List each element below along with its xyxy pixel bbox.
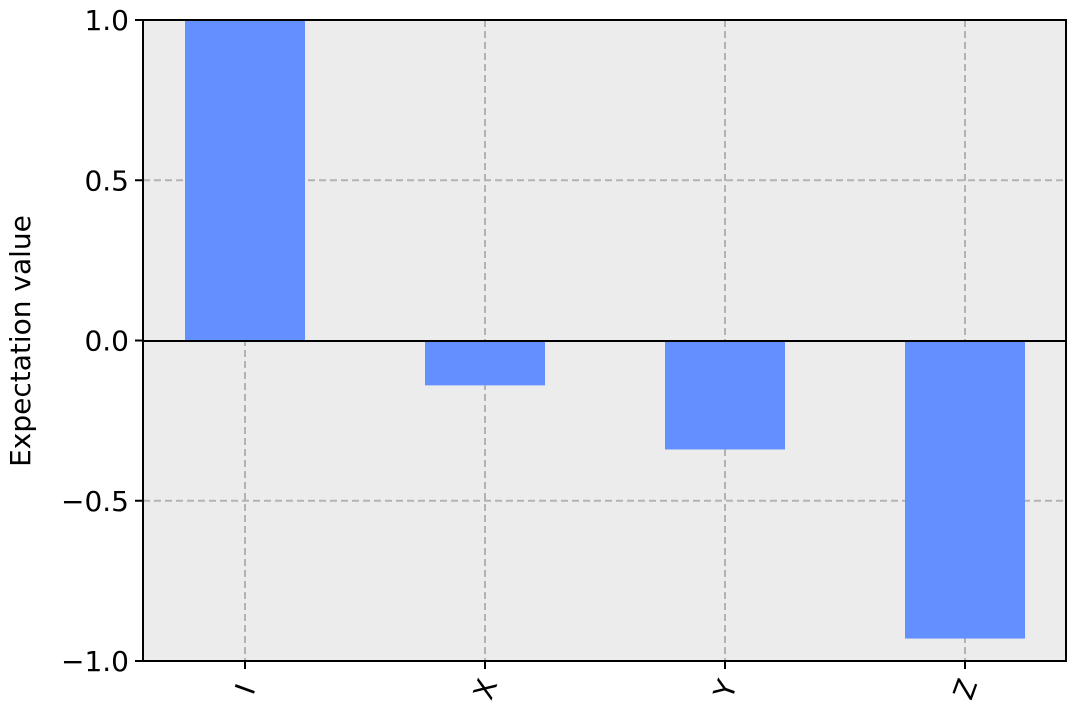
bars bbox=[185, 20, 1025, 639]
bar-z bbox=[905, 340, 1025, 639]
y-tick-label: 1.0 bbox=[84, 4, 129, 37]
y-tick-label: 0.0 bbox=[84, 325, 129, 358]
bar-y bbox=[665, 340, 785, 450]
bar-i bbox=[185, 20, 305, 341]
y-axis-ticks: −1.0 −0.5 0.0 0.5 1.0 bbox=[61, 4, 143, 678]
x-tick-label: Y bbox=[707, 675, 745, 704]
x-tick-label: I bbox=[229, 680, 263, 699]
y-axis-title: Expectation value bbox=[4, 215, 37, 467]
y-tick-label: 0.5 bbox=[84, 164, 129, 197]
x-tick-label: X bbox=[467, 675, 505, 704]
bar-x bbox=[425, 340, 545, 386]
y-tick-label: −0.5 bbox=[61, 485, 129, 518]
x-tick-label: Z bbox=[947, 675, 985, 704]
y-tick-label: −1.0 bbox=[61, 645, 129, 678]
